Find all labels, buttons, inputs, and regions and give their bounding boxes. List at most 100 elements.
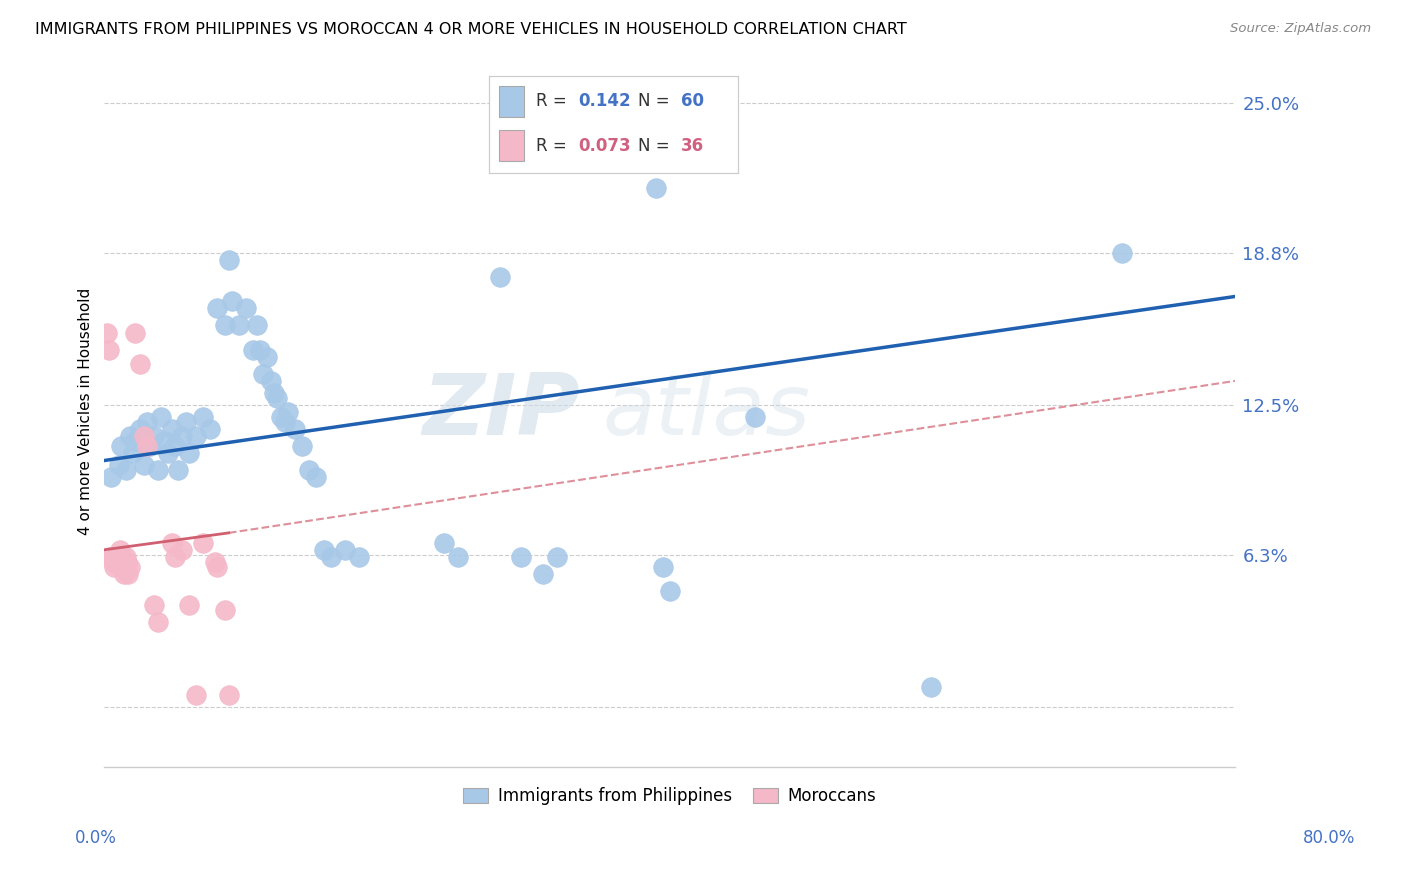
Point (266, 391, 288, 405)
Point (235, 301, 257, 316)
Point (128, 422, 150, 436)
Point (103, 559, 125, 574)
Point (152, 434, 174, 449)
Point (433, 535, 456, 549)
Point (179, 599, 201, 613)
Point (101, 555, 124, 569)
Point (105, 555, 128, 569)
Point (100, 470, 122, 484)
Point (347, 549, 370, 564)
Point (658, 583, 681, 598)
Point (142, 599, 165, 613)
Point (263, 386, 285, 401)
Point (249, 343, 271, 357)
Point (124, 434, 146, 449)
Point (110, 559, 132, 574)
Point (124, 326, 146, 340)
Point (128, 357, 150, 371)
Point (207, 559, 229, 574)
Point (176, 415, 198, 429)
Point (110, 555, 132, 569)
Point (132, 429, 155, 443)
Point (246, 318, 269, 333)
Text: Source: ZipAtlas.com: Source: ZipAtlas.com (1230, 22, 1371, 36)
Point (96, 326, 118, 340)
Point (114, 549, 136, 564)
Point (242, 343, 264, 357)
Point (252, 367, 274, 381)
Point (214, 318, 236, 333)
Point (510, 549, 533, 564)
Point (200, 422, 222, 436)
Point (270, 410, 292, 425)
Legend: Immigrants from Philippines, Moroccans: Immigrants from Philippines, Moroccans (457, 780, 883, 812)
Point (291, 439, 314, 453)
Point (121, 446, 143, 460)
Point (114, 559, 136, 574)
Point (193, 535, 215, 549)
Point (98, 549, 121, 564)
Point (103, 549, 125, 564)
Point (100, 549, 122, 564)
Point (179, 446, 201, 460)
Point (146, 463, 169, 477)
Point (162, 422, 184, 436)
Point (142, 429, 165, 443)
Point (531, 566, 554, 581)
Point (298, 463, 321, 477)
Point (186, 429, 208, 443)
Point (204, 555, 226, 569)
Point (138, 439, 160, 453)
Point (167, 463, 190, 477)
Point (1111, 246, 1133, 260)
Point (115, 555, 138, 569)
Point (107, 549, 129, 564)
Point (284, 422, 307, 436)
Point (274, 415, 297, 429)
Point (333, 542, 356, 557)
Point (319, 549, 342, 564)
Point (644, 181, 666, 195)
Point (214, 603, 236, 617)
Point (207, 301, 229, 316)
Point (165, 439, 187, 453)
Point (218, 253, 240, 268)
Text: ZIP: ZIP (422, 369, 579, 452)
Point (135, 415, 157, 429)
Point (107, 458, 129, 473)
Point (135, 439, 157, 453)
Point (162, 535, 184, 549)
Point (260, 374, 283, 388)
Point (256, 350, 278, 364)
Point (112, 566, 135, 581)
Y-axis label: 4 or more Vehicles in Household: 4 or more Vehicles in Household (79, 287, 93, 534)
Point (110, 439, 132, 453)
Point (132, 458, 155, 473)
Point (277, 405, 299, 419)
Point (228, 318, 250, 333)
Point (111, 559, 134, 574)
Point (172, 542, 194, 557)
Point (114, 463, 136, 477)
Point (104, 549, 127, 564)
Text: 0.0%: 0.0% (75, 829, 117, 847)
Point (172, 429, 194, 443)
Point (305, 470, 328, 484)
Point (117, 566, 139, 581)
Point (744, 410, 766, 425)
Point (447, 549, 470, 564)
Point (118, 429, 141, 443)
Point (218, 688, 240, 702)
Point (165, 549, 187, 564)
Text: 80.0%: 80.0% (1302, 829, 1355, 847)
Point (920, 681, 942, 695)
Text: atlas: atlas (602, 369, 810, 452)
Point (546, 549, 568, 564)
Point (149, 410, 172, 425)
Point (186, 688, 208, 702)
Point (651, 559, 673, 574)
Text: IMMIGRANTS FROM PHILIPPINES VS MOROCCAN 4 OR MORE VEHICLES IN HOUSEHOLD CORRELAT: IMMIGRANTS FROM PHILIPPINES VS MOROCCAN … (35, 22, 907, 37)
Point (221, 294, 243, 309)
Point (108, 542, 131, 557)
Point (156, 446, 179, 460)
